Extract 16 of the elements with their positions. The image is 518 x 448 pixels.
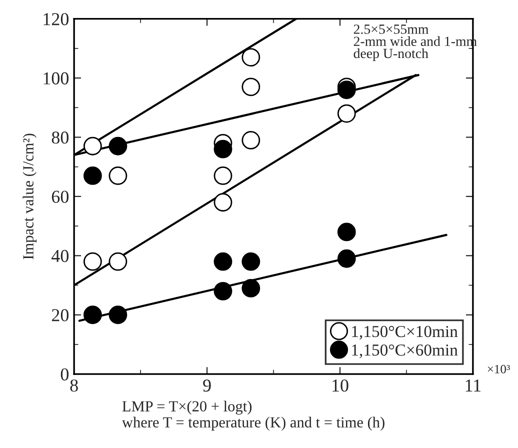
y-tick-label: 40 bbox=[52, 250, 69, 262]
legend-label: 1,150°C×10min bbox=[352, 326, 458, 340]
y-tick-label: 120 bbox=[44, 13, 69, 26]
y-tick-label: 0 bbox=[60, 368, 69, 381]
text: ×10³ bbox=[488, 364, 510, 374]
x-tick-label: 10 bbox=[332, 379, 348, 392]
legend-label: 1,150°C×60min bbox=[352, 344, 458, 358]
y-tick-label: 60 bbox=[52, 190, 69, 203]
y-tick-label: 100 bbox=[44, 72, 69, 84]
x-axis-title: LMP = T×(20 + logt) where T = temperature (K) and t = time (h) bbox=[122, 400, 384, 431]
x-tick-label: 8 bbox=[70, 379, 78, 392]
y-tick-label: 80 bbox=[52, 131, 69, 144]
y-axis-title: Impact value (J/cm²) bbox=[22, 134, 37, 260]
x-tick-label: 9 bbox=[203, 380, 211, 392]
x-tick-label: 11 bbox=[466, 380, 481, 392]
y-tick-label: 20 bbox=[52, 309, 69, 322]
